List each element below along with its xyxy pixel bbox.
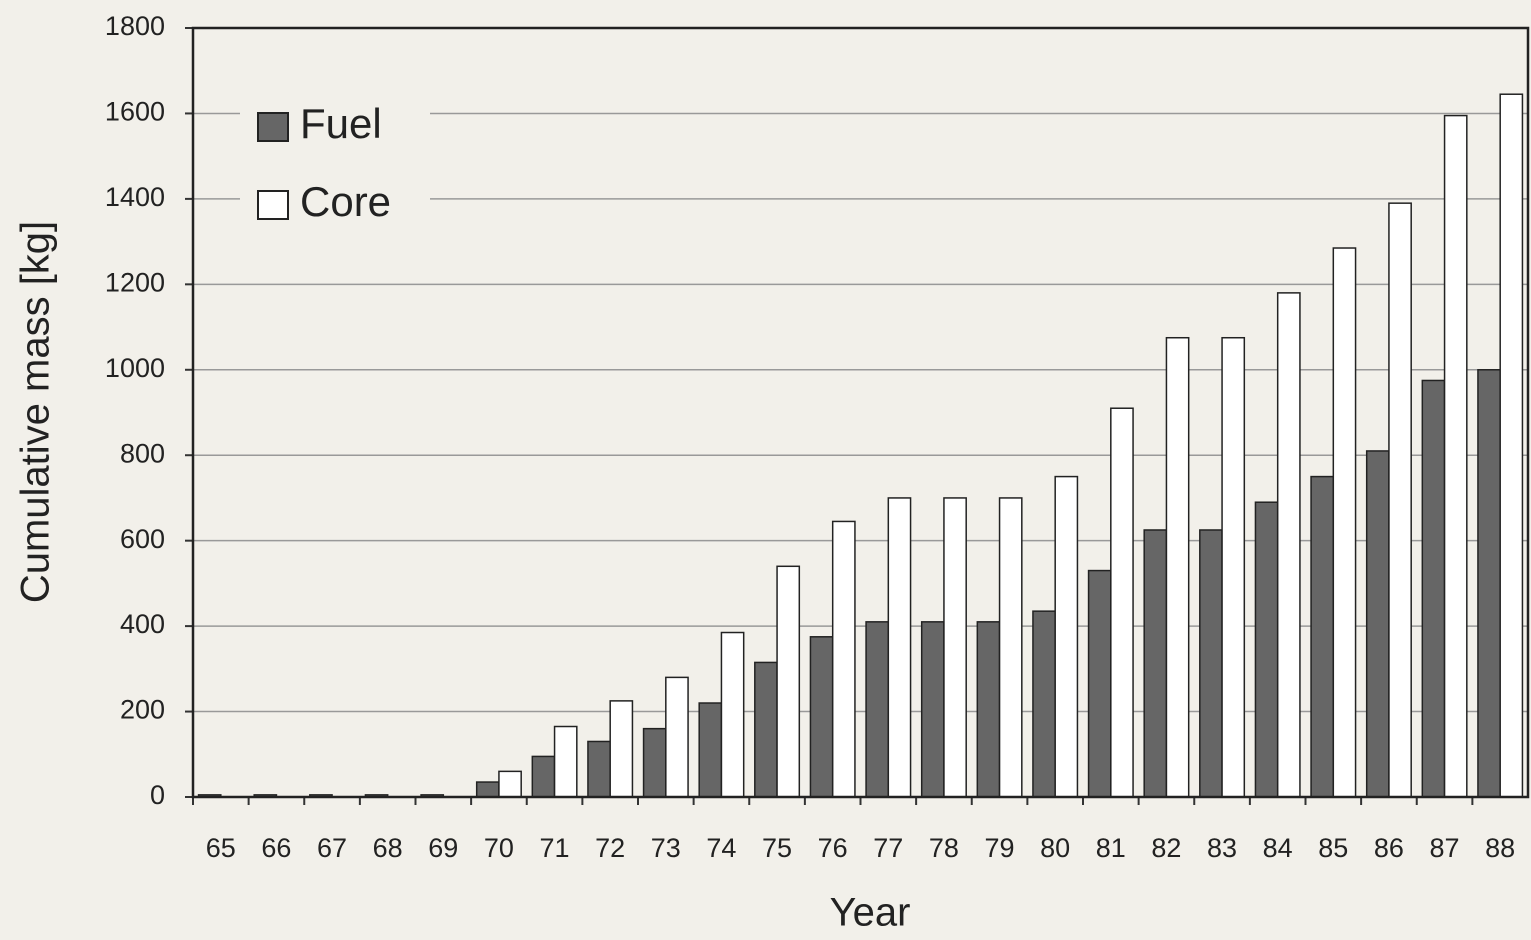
legend-swatch: [257, 112, 289, 142]
x-tick-label: 75: [762, 833, 792, 863]
x-tick-label: 66: [261, 833, 291, 863]
bar: [920, 621, 945, 798]
x-tick-label: 87: [1430, 833, 1460, 863]
bar: [1310, 475, 1335, 798]
bar: [1199, 529, 1223, 798]
legend-swatch: [257, 190, 289, 220]
y-tick-label: 200: [120, 695, 165, 725]
y-tick-label: 1200: [105, 267, 165, 297]
bar: [1443, 114, 1468, 798]
x-tick-label: 80: [1040, 833, 1070, 863]
bar: [553, 725, 578, 798]
x-tick-label: 68: [373, 833, 403, 863]
y-tick-label: 1800: [105, 11, 165, 41]
bar: [1332, 247, 1357, 798]
y-tick-label: 1000: [105, 353, 165, 383]
bar: [1499, 93, 1524, 798]
bar: [1221, 336, 1246, 798]
bar: [754, 661, 778, 798]
bar: [831, 520, 856, 798]
y-tick-label: 1400: [105, 182, 165, 212]
x-tick-label: 82: [1151, 833, 1181, 863]
x-tick-label: 74: [706, 833, 736, 863]
x-axis-title: Year: [830, 891, 911, 935]
bar: [1054, 475, 1079, 798]
x-tick-label: 88: [1485, 833, 1515, 863]
x-tick-label: 81: [1096, 833, 1126, 863]
bar: [1421, 379, 1446, 798]
bar: [943, 497, 967, 798]
legend-label: Core: [300, 178, 391, 225]
bar: [587, 740, 611, 798]
bar: [1276, 292, 1301, 798]
x-tick-label: 65: [206, 833, 236, 863]
bar: [665, 676, 689, 798]
y-tick-label: 0: [150, 780, 165, 810]
y-tick-label: 1600: [105, 97, 165, 127]
x-tick-label: 70: [484, 833, 514, 863]
bar: [1388, 202, 1412, 798]
y-axis-title: Cumulative mass [kg]: [14, 221, 58, 603]
x-tick-label: 78: [929, 833, 959, 863]
bar: [887, 497, 912, 798]
bar: [1365, 450, 1390, 798]
bar: [1165, 336, 1190, 798]
x-tick-label: 86: [1374, 833, 1404, 863]
x-tick-label: 69: [428, 833, 458, 863]
bar: [809, 636, 834, 798]
x-tick-label: 76: [818, 833, 848, 863]
x-tick-label: 71: [540, 833, 570, 863]
bar: [498, 770, 522, 798]
bar: [1477, 369, 1501, 798]
bar: [976, 621, 1001, 798]
bar: [998, 497, 1023, 798]
bar: [865, 621, 890, 798]
bar: [475, 781, 500, 798]
bar: [1254, 501, 1279, 798]
y-tick-label: 400: [120, 609, 165, 639]
x-tick-label: 67: [317, 833, 347, 863]
x-tick-label: 79: [985, 833, 1015, 863]
x-tick-label: 83: [1207, 833, 1237, 863]
bar: [609, 700, 634, 798]
bar: [698, 702, 723, 798]
x-tick-label: 84: [1263, 833, 1293, 863]
bar: [531, 755, 556, 798]
x-tick-label: 73: [651, 833, 681, 863]
y-tick-label: 800: [120, 438, 165, 468]
bar: [776, 565, 801, 798]
bar: [642, 727, 667, 798]
bar: [1032, 610, 1056, 798]
x-tick-label: 77: [873, 833, 903, 863]
x-tick-label: 72: [595, 833, 625, 863]
bar: [1087, 569, 1112, 798]
legend-label: Fuel: [300, 100, 382, 147]
bar: [720, 631, 745, 798]
x-tick-label: 85: [1318, 833, 1348, 863]
y-tick-label: 600: [120, 524, 165, 554]
plot-frame: [191, 26, 1530, 799]
bar: [1110, 407, 1134, 798]
bar: [1143, 529, 1168, 798]
